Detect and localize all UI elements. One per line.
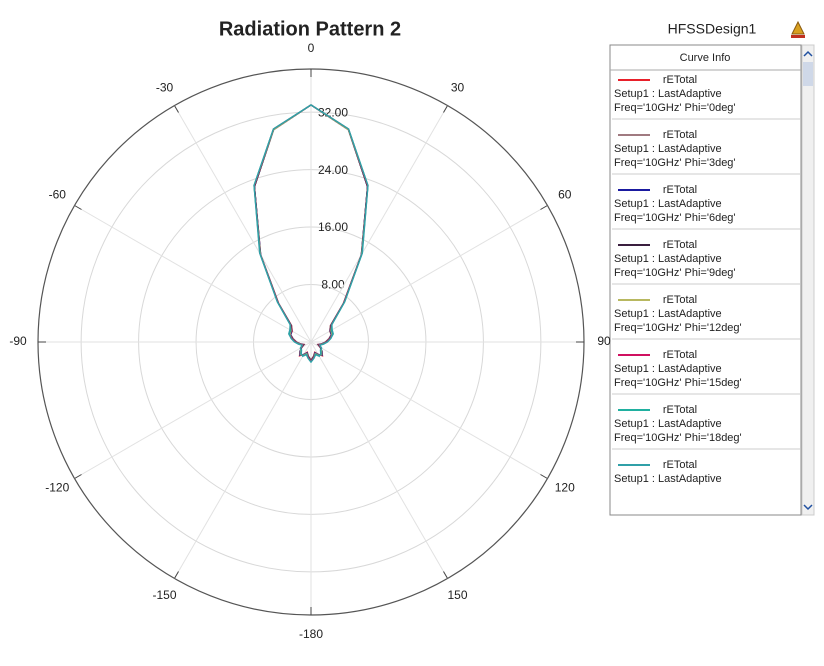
x-tick-label: -180 (299, 627, 323, 641)
x-tick (174, 571, 179, 579)
x-tick-label: -120 (45, 481, 69, 495)
legend-label: rETotal (663, 459, 697, 471)
x-tick-label: -30 (156, 80, 174, 94)
legend-label: rETotal (663, 74, 697, 86)
legend-setup: Setup1 : LastAdaptive (614, 473, 722, 485)
grid-spoke (310, 105, 448, 343)
legend-setup: Setup1 : LastAdaptive (614, 418, 722, 430)
x-tick-label: 30 (451, 80, 465, 94)
chart-title: Radiation Pattern 2 (219, 18, 401, 40)
legend-label: rETotal (663, 184, 697, 196)
legend-label: rETotal (663, 349, 697, 361)
grid-spoke (74, 341, 312, 479)
legend-title: Curve Info (680, 52, 731, 64)
x-tick (74, 474, 82, 479)
r-tick-label: 24.00 (318, 163, 348, 177)
legend-freq: Freq='10GHz' Phi='3deg' (614, 157, 736, 169)
legend-label: rETotal (663, 129, 697, 141)
legend-setup: Setup1 : LastAdaptive (614, 143, 722, 155)
grid-spoke (174, 341, 312, 579)
legend-label: rETotal (663, 294, 697, 306)
legend-freq: Freq='10GHz' Phi='18deg' (614, 432, 742, 444)
legend-label: rETotal (663, 239, 697, 251)
x-tick-label: 60 (558, 188, 572, 202)
r-tick-label: 32.00 (318, 105, 348, 119)
r-tick-label: 8.00 (321, 278, 345, 292)
legend-freq: Freq='10GHz' Phi='12deg' (614, 322, 742, 334)
legend-freq: Freq='10GHz' Phi='15deg' (614, 377, 742, 389)
x-tick-label: -60 (49, 188, 67, 202)
x-tick-label: 90 (597, 334, 611, 348)
legend-setup: Setup1 : LastAdaptive (614, 88, 722, 100)
grid-spoke (310, 341, 548, 479)
x-tick (443, 105, 448, 113)
legend-box (609, 44, 802, 516)
series-line (253, 104, 369, 364)
x-tick (540, 205, 548, 210)
x-tick-label: 150 (447, 588, 467, 602)
legend-setup: Setup1 : LastAdaptive (614, 198, 722, 210)
x-tick (74, 205, 82, 210)
x-tick-label: 0 (308, 41, 315, 55)
legend-setup: Setup1 : LastAdaptive (614, 253, 722, 265)
legend-label: rETotal (663, 404, 697, 416)
design-name: HFSSDesign1 (668, 21, 757, 37)
legend-freq: Freq='10GHz' Phi='0deg' (614, 102, 736, 114)
scrollbar[interactable] (801, 44, 815, 516)
legend-freq: Freq='10GHz' Phi='9deg' (614, 267, 736, 279)
design-icon (791, 20, 805, 38)
grid-spoke (310, 341, 448, 579)
x-tick (540, 474, 548, 479)
grid-spoke (174, 105, 312, 343)
x-tick-label: 120 (555, 481, 575, 495)
x-tick-label: -90 (9, 334, 27, 348)
r-tick-label: 16.00 (318, 220, 348, 234)
grid-spoke (74, 205, 312, 343)
x-tick (443, 571, 448, 579)
legend-setup: Setup1 : LastAdaptive (614, 308, 722, 320)
x-tick-label: -150 (152, 588, 176, 602)
legend-setup: Setup1 : LastAdaptive (614, 363, 722, 375)
grid-spoke (310, 205, 548, 343)
x-tick (174, 105, 179, 113)
legend-freq: Freq='10GHz' Phi='6deg' (614, 212, 736, 224)
